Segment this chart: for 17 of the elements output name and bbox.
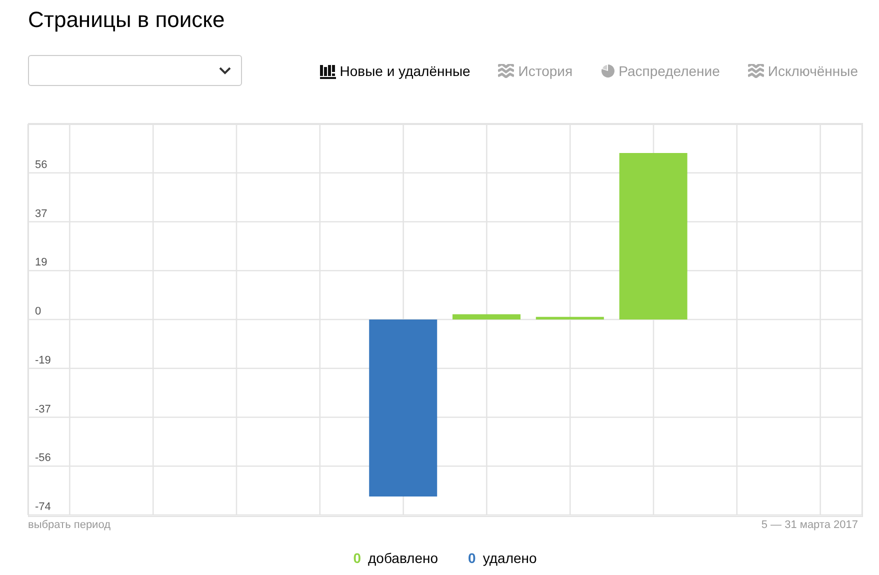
text: 0 добавлено bbox=[353, 549, 438, 568]
y-tick-label: -19 bbox=[35, 354, 51, 366]
y-tick-label: 37 bbox=[35, 208, 48, 220]
y-tick-label: -56 bbox=[35, 452, 51, 464]
y-tick-label: -74 bbox=[35, 501, 51, 513]
text: 0 удалено bbox=[468, 549, 537, 568]
y-tick-label: 19 bbox=[35, 256, 48, 269]
text: 5 — 31 марта 2017 bbox=[761, 519, 858, 531]
y-tick-label: 56 bbox=[35, 158, 48, 171]
y-tick-label: -37 bbox=[35, 403, 51, 416]
text: История bbox=[518, 62, 573, 80]
chart-title: Страницы в поиске bbox=[28, 7, 225, 32]
text: Распределение bbox=[618, 62, 720, 80]
text: Новые и удалённые bbox=[340, 62, 470, 80]
text: Исключённые bbox=[768, 62, 858, 80]
text: выбрать период bbox=[28, 519, 110, 531]
y-tick-label: 0 bbox=[35, 306, 42, 318]
